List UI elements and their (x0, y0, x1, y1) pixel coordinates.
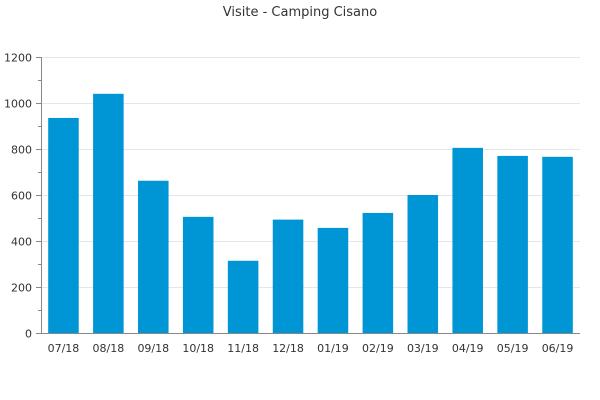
y-tick-label: 1200 (4, 52, 32, 65)
y-tick-label: 800 (11, 144, 32, 157)
y-tick-label: 600 (11, 190, 32, 203)
bar-04-19 (452, 147, 483, 333)
bar-05-19 (497, 155, 528, 333)
y-tick-label: 200 (11, 282, 32, 295)
bars (48, 93, 573, 333)
x-tick-label: 04/19 (452, 342, 484, 355)
y-tick-label: 0 (25, 328, 32, 341)
y-tick-label: 1000 (4, 98, 32, 111)
bar-01-19 (317, 227, 349, 333)
bar-08-18 (93, 93, 124, 333)
bar-10-18 (182, 216, 214, 333)
bar-12-18 (272, 219, 304, 333)
y-axis-ticks: 0 200 400 600 800 1000 1200 (4, 52, 41, 341)
x-tick-label: 06/19 (542, 342, 574, 355)
bar-06-19 (542, 156, 573, 333)
x-tick-label: 11/18 (227, 342, 259, 355)
x-axis-ticks: 07/18 08/18 09/18 10/18 11/18 12/18 01/19 02/19… (48, 342, 574, 355)
bar-11-18 (227, 260, 259, 333)
x-tick-label: 02/19 (362, 342, 394, 355)
bar-02-19 (362, 212, 394, 333)
x-tick-label: 09/18 (137, 342, 169, 355)
bar-07-18 (48, 117, 79, 333)
y-tick-label: 400 (11, 236, 32, 249)
x-tick-label: 03/19 (407, 342, 439, 355)
x-tick-label: 12/18 (272, 342, 304, 355)
x-tick-label: 05/19 (497, 342, 529, 355)
x-tick-label: 01/19 (317, 342, 349, 355)
bar-03-19 (407, 195, 439, 333)
grid (41, 57, 580, 288)
x-tick-label: 07/18 (48, 342, 80, 355)
x-tick-label: 10/18 (182, 342, 214, 355)
bar-09-18 (138, 180, 169, 333)
chart-title: Visite - Camping Cisano (223, 5, 378, 20)
x-tick-label: 08/18 (93, 342, 125, 355)
